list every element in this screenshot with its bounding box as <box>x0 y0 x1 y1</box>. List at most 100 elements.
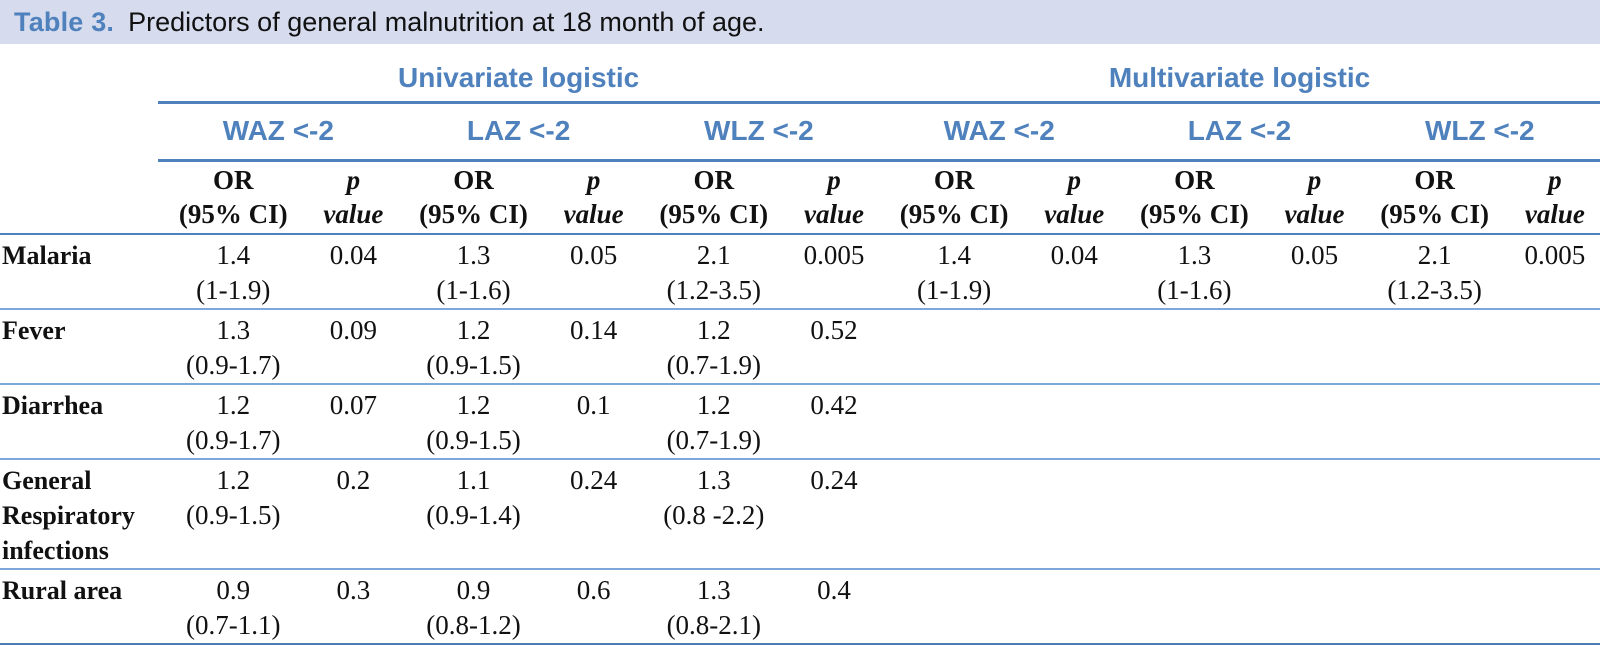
or-ci-cell: 1.2 (0.9-1.7) <box>158 384 309 460</box>
table-row-respiratory-infections: General Respiratory infections 1.2 (0.9-1… <box>0 459 1600 570</box>
p-value-cell <box>1269 569 1360 645</box>
p-value-cell <box>1029 459 1120 570</box>
p-value-cell: 0.05 <box>1269 234 1360 310</box>
corner-spacer <box>0 102 158 160</box>
outcome-header-wlz-multi: WLZ <-2 <box>1359 102 1600 162</box>
or-ci-cell <box>1359 459 1510 570</box>
group-header-univariate: Univariate logistic <box>158 56 880 104</box>
or-ci-cell <box>1119 309 1270 385</box>
p-value-column-header: p value <box>548 160 639 235</box>
predictors-table: Univariate logistic Multivariate logisti… <box>0 56 1600 645</box>
or-ci-cell: 1.4 (1-1.9) <box>158 234 309 310</box>
outcome-header-row: WAZ <-2 LAZ <-2 WLZ <-2 WAZ <-2 LAZ <-2 … <box>0 102 1600 162</box>
p-value-cell: 0.42 <box>788 384 880 460</box>
p-value-column-header: p value <box>788 160 880 235</box>
p-value-cell: 0.2 <box>308 459 399 570</box>
p-value-cell: 0.24 <box>548 459 639 570</box>
or-ci-cell <box>1359 384 1510 460</box>
row-label: Rural area <box>0 569 159 645</box>
or-ci-cell <box>1359 309 1510 385</box>
or-ci-cell <box>1359 569 1510 645</box>
row-label: General Respiratory infections <box>0 459 159 570</box>
table-number-label: Table 3. <box>14 6 115 37</box>
p-value-cell: 0.09 <box>308 309 399 385</box>
p-value-cell <box>1269 459 1360 570</box>
row-label: Malaria <box>0 234 159 310</box>
or-ci-cell: 1.3 (1-1.6) <box>398 234 549 310</box>
p-value-cell <box>1029 569 1120 645</box>
table-row-diarrhea: Diarrhea 1.2 (0.9-1.7) 0.07 1.2 (0.9-1.5) … <box>0 384 1600 460</box>
table-row-rural-area: Rural area 0.9 (0.7-1.1) 0.3 0.9 (0.8-1.2)… <box>0 569 1600 645</box>
group-header-row: Univariate logistic Multivariate logisti… <box>0 56 1600 104</box>
or-ci-column-header: OR (95% CI) <box>1119 160 1270 235</box>
or-ci-cell <box>879 459 1030 570</box>
row-label: Fever <box>0 309 159 385</box>
p-value-column-header: p value <box>1029 160 1120 235</box>
or-ci-cell: 1.2 (0.7-1.9) <box>638 384 789 460</box>
p-value-cell: 0.6 <box>548 569 639 645</box>
p-value-cell <box>1029 384 1120 460</box>
p-value-cell: 0.1 <box>548 384 639 460</box>
p-value-column-header: p value <box>308 160 399 235</box>
or-ci-cell: 1.1 (0.9-1.4) <box>398 459 549 570</box>
or-ci-cell: 1.2 (0.9-1.5) <box>398 309 549 385</box>
p-value-cell <box>1509 384 1600 460</box>
table-row-malaria: Malaria 1.4 (1-1.9) 0.04 1.3 (1-1.6) 0.05 … <box>0 234 1600 310</box>
or-ci-column-header: OR (95% CI) <box>638 160 789 235</box>
p-value-cell: 0.24 <box>788 459 880 570</box>
or-ci-cell <box>1119 384 1270 460</box>
or-ci-cell: 1.4 (1-1.9) <box>879 234 1030 310</box>
measure-header-row: OR (95% CI) p value OR (95% CI) p value OR (9… <box>0 160 1600 235</box>
group-header-multivariate: Multivariate logistic <box>879 56 1600 104</box>
p-value-cell <box>1509 459 1600 570</box>
outcome-header-wlz-uni: WLZ <-2 <box>638 102 880 162</box>
or-ci-cell: 1.2 (0.9-1.5) <box>158 459 309 570</box>
outcome-header-laz-multi: LAZ <-2 <box>1119 102 1360 162</box>
table-caption-text: Predictors of general malnutrition at 18… <box>128 6 765 37</box>
or-ci-cell: 1.3 (1-1.6) <box>1119 234 1270 310</box>
corner-spacer <box>0 56 158 102</box>
or-ci-cell: 1.3 (0.8 -2.2) <box>638 459 789 570</box>
or-ci-cell <box>879 309 1030 385</box>
or-ci-cell: 0.9 (0.8-1.2) <box>398 569 549 645</box>
or-ci-cell <box>1119 569 1270 645</box>
p-value-cell: 0.04 <box>308 234 399 310</box>
p-value-cell: 0.07 <box>308 384 399 460</box>
p-value-cell <box>1509 309 1600 385</box>
or-ci-cell <box>879 384 1030 460</box>
corner-spacer <box>0 160 159 235</box>
p-value-column-header: p value <box>1509 160 1600 235</box>
p-value-cell <box>1269 384 1360 460</box>
or-ci-column-header: OR (95% CI) <box>1359 160 1510 235</box>
or-ci-cell: 1.3 (0.8-2.1) <box>638 569 789 645</box>
p-value-cell: 0.4 <box>788 569 880 645</box>
or-ci-cell: 1.3 (0.9-1.7) <box>158 309 309 385</box>
p-value-cell <box>1029 309 1120 385</box>
or-ci-cell: 2.1 (1.2-3.5) <box>638 234 789 310</box>
table-row-fever: Fever 1.3 (0.9-1.7) 0.09 1.2 (0.9-1.5) 0.1… <box>0 309 1600 385</box>
p-value-cell: 0.14 <box>548 309 639 385</box>
p-value-cell <box>1269 309 1360 385</box>
or-ci-column-header: OR (95% CI) <box>398 160 549 235</box>
or-ci-column-header: OR (95% CI) <box>879 160 1030 235</box>
or-ci-column-header: OR (95% CI) <box>158 160 309 235</box>
p-value-cell: 0.005 <box>1509 234 1600 310</box>
p-value-cell: 0.05 <box>548 234 639 310</box>
or-ci-cell <box>879 569 1030 645</box>
row-label: Diarrhea <box>0 384 159 460</box>
p-value-cell <box>1509 569 1600 645</box>
p-value-cell: 0.52 <box>788 309 880 385</box>
or-ci-cell: 1.2 (0.9-1.5) <box>398 384 549 460</box>
p-value-cell: 0.3 <box>308 569 399 645</box>
or-ci-cell: 2.1 (1.2-3.5) <box>1359 234 1510 310</box>
or-ci-cell: 0.9 (0.7-1.1) <box>158 569 309 645</box>
or-ci-cell: 1.2 (0.7-1.9) <box>638 309 789 385</box>
p-value-cell: 0.005 <box>788 234 880 310</box>
p-value-cell: 0.04 <box>1029 234 1120 310</box>
outcome-header-waz-uni: WAZ <-2 <box>158 102 399 162</box>
or-ci-cell <box>1119 459 1270 570</box>
outcome-header-laz-uni: LAZ <-2 <box>398 102 639 162</box>
outcome-header-waz-multi: WAZ <-2 <box>879 102 1120 162</box>
p-value-column-header: p value <box>1269 160 1360 235</box>
table-caption-bar: Table 3. Predictors of general malnutrit… <box>0 0 1600 44</box>
